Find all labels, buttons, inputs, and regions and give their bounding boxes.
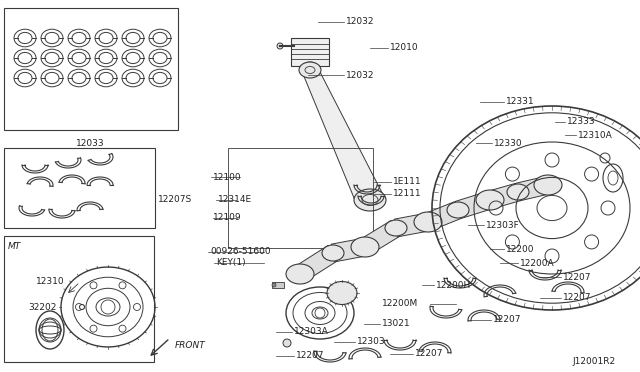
Text: 12207: 12207 xyxy=(415,350,444,359)
Circle shape xyxy=(272,283,276,287)
Text: 1E111: 1E111 xyxy=(393,177,422,186)
Text: 12207: 12207 xyxy=(296,352,324,360)
Ellipse shape xyxy=(414,212,442,232)
Circle shape xyxy=(283,339,291,347)
Text: 12032: 12032 xyxy=(346,71,374,80)
Text: 12207: 12207 xyxy=(563,294,591,302)
Text: 12010: 12010 xyxy=(390,44,419,52)
Text: 12200: 12200 xyxy=(506,244,534,253)
Bar xyxy=(291,38,329,66)
Text: 12333: 12333 xyxy=(567,118,596,126)
Text: 12310: 12310 xyxy=(36,278,65,286)
Circle shape xyxy=(277,43,283,49)
Ellipse shape xyxy=(286,264,314,284)
Text: 12330: 12330 xyxy=(494,138,523,148)
Text: 00926-51600: 00926-51600 xyxy=(210,247,271,257)
Polygon shape xyxy=(360,220,401,255)
Bar xyxy=(4,8,178,130)
Text: 12111: 12111 xyxy=(393,189,422,199)
Bar xyxy=(4,148,155,228)
Text: J12001R2: J12001R2 xyxy=(572,356,615,366)
Text: FRONT: FRONT xyxy=(175,340,205,350)
Text: 12200H: 12200H xyxy=(436,280,471,289)
Text: 12200M: 12200M xyxy=(382,299,419,308)
Ellipse shape xyxy=(447,202,469,218)
Text: 12032: 12032 xyxy=(346,17,374,26)
Ellipse shape xyxy=(507,184,529,200)
Bar xyxy=(4,236,154,362)
Text: KEY(1): KEY(1) xyxy=(216,259,246,267)
Ellipse shape xyxy=(385,220,407,236)
Text: 12200A: 12200A xyxy=(520,259,555,267)
Text: 12310A: 12310A xyxy=(578,131,612,140)
Text: 12303F: 12303F xyxy=(486,221,520,230)
Ellipse shape xyxy=(322,245,344,261)
Ellipse shape xyxy=(476,190,504,210)
Text: MT: MT xyxy=(8,242,21,251)
Text: 32202: 32202 xyxy=(28,302,56,311)
Polygon shape xyxy=(332,238,367,262)
Bar xyxy=(228,148,373,248)
Text: 12109: 12109 xyxy=(213,214,242,222)
Polygon shape xyxy=(295,246,338,282)
Text: 12100: 12100 xyxy=(213,173,242,182)
Polygon shape xyxy=(488,183,520,209)
Ellipse shape xyxy=(534,175,562,195)
Bar xyxy=(272,282,284,288)
Text: 12331: 12331 xyxy=(506,97,534,106)
Ellipse shape xyxy=(327,282,357,305)
Text: 12207: 12207 xyxy=(493,315,522,324)
Polygon shape xyxy=(394,213,429,237)
Ellipse shape xyxy=(354,189,386,211)
Polygon shape xyxy=(303,67,383,206)
Text: 12033: 12033 xyxy=(76,139,104,148)
Text: 12303A: 12303A xyxy=(294,327,329,337)
Circle shape xyxy=(79,305,84,310)
Text: 12207S: 12207S xyxy=(158,196,192,205)
Ellipse shape xyxy=(299,62,321,78)
Polygon shape xyxy=(516,176,550,201)
Ellipse shape xyxy=(351,237,379,257)
Ellipse shape xyxy=(303,62,317,70)
Text: 12303: 12303 xyxy=(357,337,386,346)
Text: 12314E: 12314E xyxy=(218,196,252,205)
Text: 13021: 13021 xyxy=(382,320,411,328)
Text: 12207: 12207 xyxy=(563,273,591,282)
Polygon shape xyxy=(455,192,493,219)
Polygon shape xyxy=(425,202,461,230)
